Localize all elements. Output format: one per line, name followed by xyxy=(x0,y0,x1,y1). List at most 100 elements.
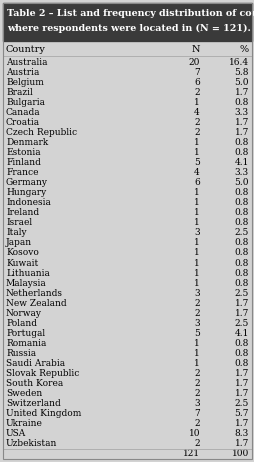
Bar xyxy=(3,268,251,278)
Text: 1.7: 1.7 xyxy=(234,118,248,127)
Bar xyxy=(3,177,251,188)
Text: 3: 3 xyxy=(194,228,199,237)
Text: Lithuania: Lithuania xyxy=(6,268,50,278)
Text: Italy: Italy xyxy=(6,228,26,237)
Text: 20: 20 xyxy=(188,58,199,67)
Text: 2: 2 xyxy=(194,88,199,97)
Bar xyxy=(3,168,251,177)
Text: 0.8: 0.8 xyxy=(234,359,248,368)
Text: 1: 1 xyxy=(194,259,199,267)
Text: Slovak Republic: Slovak Republic xyxy=(6,369,79,378)
Text: Norway: Norway xyxy=(6,309,42,318)
Text: 1: 1 xyxy=(194,208,199,217)
Text: 2: 2 xyxy=(194,118,199,127)
Text: Finland: Finland xyxy=(6,158,41,167)
Text: 1: 1 xyxy=(194,268,199,278)
Text: USA: USA xyxy=(6,429,26,438)
Bar xyxy=(3,208,251,218)
Text: Ukraine: Ukraine xyxy=(6,419,43,428)
Text: 3.3: 3.3 xyxy=(234,108,248,117)
Text: 1.7: 1.7 xyxy=(234,128,248,137)
Bar xyxy=(3,278,251,288)
Text: France: France xyxy=(6,168,38,177)
Bar xyxy=(3,137,251,147)
Bar xyxy=(3,218,251,228)
Bar xyxy=(3,188,251,198)
Text: 0.8: 0.8 xyxy=(234,219,248,227)
Text: 0.8: 0.8 xyxy=(234,238,248,248)
Text: Saudi Arabia: Saudi Arabia xyxy=(6,359,65,368)
Text: New Zealand: New Zealand xyxy=(6,299,66,308)
Text: 1: 1 xyxy=(194,279,199,288)
Text: 16.4: 16.4 xyxy=(228,58,248,67)
Bar xyxy=(3,77,251,87)
Text: 0.8: 0.8 xyxy=(234,349,248,358)
Bar xyxy=(3,449,251,459)
Text: 0.8: 0.8 xyxy=(234,279,248,288)
Text: 2.5: 2.5 xyxy=(234,319,248,328)
Text: Brazil: Brazil xyxy=(6,88,33,97)
Text: 0.8: 0.8 xyxy=(234,208,248,217)
Bar xyxy=(3,147,251,158)
Text: 1: 1 xyxy=(194,359,199,368)
Text: Bulgaria: Bulgaria xyxy=(6,98,45,107)
Text: 1.7: 1.7 xyxy=(234,309,248,318)
Text: 1.7: 1.7 xyxy=(234,419,248,428)
Text: 1.7: 1.7 xyxy=(234,379,248,388)
Bar xyxy=(3,389,251,399)
Text: 4.1: 4.1 xyxy=(234,158,248,167)
Text: 0.8: 0.8 xyxy=(234,148,248,157)
Text: 2: 2 xyxy=(194,379,199,388)
Bar xyxy=(3,348,251,359)
Bar xyxy=(3,378,251,389)
Text: 1: 1 xyxy=(194,138,199,147)
Text: 2: 2 xyxy=(194,299,199,308)
Text: Kosovo: Kosovo xyxy=(6,249,39,257)
Text: Country: Country xyxy=(6,45,46,54)
Text: 7: 7 xyxy=(194,409,199,418)
Text: 5: 5 xyxy=(193,158,199,167)
Text: 0.8: 0.8 xyxy=(234,249,248,257)
Text: 8.3: 8.3 xyxy=(234,429,248,438)
Text: South Korea: South Korea xyxy=(6,379,63,388)
Bar xyxy=(3,338,251,348)
Text: 10: 10 xyxy=(188,429,199,438)
Text: Table 2 – List and frequency distribution of countries: Table 2 – List and frequency distributio… xyxy=(7,9,254,18)
Text: Canada: Canada xyxy=(6,108,40,117)
Text: Hungary: Hungary xyxy=(6,188,46,197)
Text: Denmark: Denmark xyxy=(6,138,48,147)
Bar xyxy=(3,399,251,409)
Text: 1.7: 1.7 xyxy=(234,369,248,378)
Text: Germany: Germany xyxy=(6,178,48,187)
Text: where respondents were located in (N = 121).: where respondents were located in (N = 1… xyxy=(7,24,250,33)
Text: 1: 1 xyxy=(194,238,199,248)
Text: Ireland: Ireland xyxy=(6,208,39,217)
Text: 121: 121 xyxy=(182,450,199,458)
Text: 2: 2 xyxy=(194,369,199,378)
Text: 2: 2 xyxy=(194,309,199,318)
Text: 0.8: 0.8 xyxy=(234,268,248,278)
Text: 5.7: 5.7 xyxy=(234,409,248,418)
Text: Czech Republic: Czech Republic xyxy=(6,128,77,137)
Bar xyxy=(3,369,251,378)
Text: Romania: Romania xyxy=(6,339,46,348)
Text: 1.7: 1.7 xyxy=(234,439,248,449)
Bar xyxy=(3,359,251,369)
Text: 1.7: 1.7 xyxy=(234,88,248,97)
Text: Estonia: Estonia xyxy=(6,148,40,157)
Text: 0.8: 0.8 xyxy=(234,188,248,197)
Text: %: % xyxy=(239,45,248,54)
Text: N: N xyxy=(191,45,199,54)
Text: 2.5: 2.5 xyxy=(234,289,248,298)
Text: Poland: Poland xyxy=(6,319,37,328)
Text: 2.5: 2.5 xyxy=(234,228,248,237)
Text: 5.8: 5.8 xyxy=(234,67,248,77)
Bar xyxy=(3,107,251,117)
Text: 1: 1 xyxy=(194,188,199,197)
Text: 6: 6 xyxy=(194,178,199,187)
Text: 3: 3 xyxy=(194,319,199,328)
Bar xyxy=(3,228,251,238)
Bar xyxy=(3,57,251,67)
Text: 1.7: 1.7 xyxy=(234,299,248,308)
Text: 1: 1 xyxy=(194,219,199,227)
